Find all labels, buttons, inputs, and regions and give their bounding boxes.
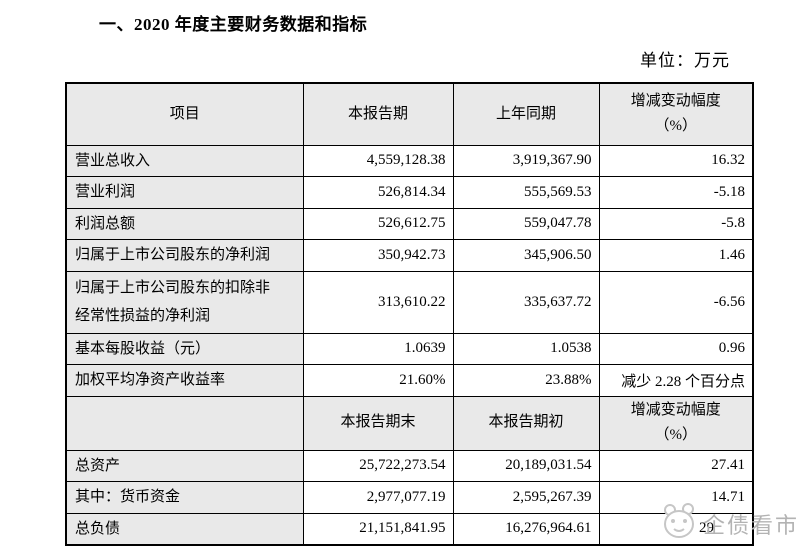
table-row: 基本每股收益（元） 1.0639 1.0538 0.96	[65, 332, 754, 365]
row-label: 营业总收入	[65, 144, 304, 177]
row-value-change: 0.96	[598, 332, 754, 365]
row-value-prior: 555,569.53	[452, 176, 600, 209]
row-value-change: 1.46	[598, 239, 754, 272]
row-value-prior: 16,276,964.61	[452, 512, 600, 546]
table-row: 营业利润 526,814.34 555,569.53 -5.18	[65, 176, 754, 209]
row-value-change: -5.18	[598, 176, 754, 209]
row-label: 加权平均净资产收益率	[65, 364, 304, 397]
table-row: 总负债 21,151,841.95 16,276,964.61 29	[65, 512, 754, 546]
table-row: 归属于上市公司股东的净利润 350,942.73 345,906.50 1.46	[65, 239, 754, 272]
row-value-change: 14.71	[598, 481, 754, 514]
row-label: 总资产	[65, 449, 304, 482]
row-value-change: -6.56	[598, 270, 754, 334]
table-row: 总资产 25,722,273.54 20,189,031.54 27.41	[65, 449, 754, 482]
row-label: 营业利润	[65, 176, 304, 209]
column-header-item: 项目	[65, 82, 304, 146]
row-value-prior: 20,189,031.54	[452, 449, 600, 482]
table-row: 利润总额 526,612.75 559,047.78 -5.8	[65, 207, 754, 240]
row-value-change: -5.8	[598, 207, 754, 240]
table-row: 加权平均净资产收益率 21.60% 23.88% 减少 2.28 个百分点	[65, 364, 754, 397]
row-value-prior: 345,906.50	[452, 239, 600, 272]
financial-indicators-table: 项目 本报告期 上年同期 增减变动幅度 （%） 营业总收入 4,559,128.…	[65, 82, 754, 546]
row-value-current: 526,612.75	[302, 207, 454, 240]
row-value-current: 526,814.34	[302, 176, 454, 209]
table-header-period: 项目 本报告期 上年同期 增减变动幅度 （%）	[65, 82, 754, 146]
column-header-prior-period: 上年同期	[452, 82, 600, 146]
row-value-change: 16.32	[598, 144, 754, 177]
watermark-logo-icon	[659, 500, 699, 547]
row-value-current: 1.0639	[302, 332, 454, 365]
page-title: 一、2020 年度主要财务数据和指标	[99, 15, 368, 34]
row-value-current: 21.60%	[302, 364, 454, 397]
row-value-current: 313,610.22	[302, 270, 454, 334]
row-label: 利润总额	[65, 207, 304, 240]
table-header-balance: 本报告期末 本报告期初 增减变动幅度 （%）	[65, 395, 754, 451]
table-row: 归属于上市公司股东的扣除非 经常性损益的净利润 313,610.22 335,6…	[65, 270, 754, 334]
row-value-change: 减少 2.28 个百分点	[598, 364, 754, 397]
column-header-item-empty	[65, 395, 304, 451]
column-header-period-end: 本报告期末	[302, 395, 454, 451]
table-row: 其中：货币资金 2,977,077.19 2,595,267.39 14.71	[65, 481, 754, 514]
row-label: 总负债	[65, 512, 304, 546]
row-label: 归属于上市公司股东的扣除非 经常性损益的净利润	[65, 270, 304, 334]
row-value-current: 25,722,273.54	[302, 449, 454, 482]
row-value-prior: 559,047.78	[452, 207, 600, 240]
watermark: 企债看市	[659, 500, 799, 547]
column-header-period-start: 本报告期初	[452, 395, 600, 451]
row-value-prior: 2,595,267.39	[452, 481, 600, 514]
column-header-current-period: 本报告期	[302, 82, 454, 146]
watermark-text: 企债看市	[703, 512, 800, 538]
column-header-change: 增减变动幅度 （%）	[598, 82, 754, 146]
row-value-prior: 335,637.72	[452, 270, 600, 334]
row-label: 其中：货币资金	[65, 481, 304, 514]
row-label: 归属于上市公司股东的净利润	[65, 239, 304, 272]
table-row: 营业总收入 4,559,128.38 3,919,367.90 16.32	[65, 144, 754, 177]
row-value-current: 4,559,128.38	[302, 144, 454, 177]
unit-label: 单位：万元	[640, 51, 730, 70]
row-value-change: 27.41	[598, 449, 754, 482]
row-value-current: 350,942.73	[302, 239, 454, 272]
row-label: 基本每股收益（元）	[65, 332, 304, 365]
row-value-current: 2,977,077.19	[302, 481, 454, 514]
row-value-prior: 23.88%	[452, 364, 600, 397]
row-value-current: 21,151,841.95	[302, 512, 454, 546]
row-value-prior: 3,919,367.90	[452, 144, 600, 177]
row-value-prior: 1.0538	[452, 332, 600, 365]
column-header-change: 增减变动幅度 （%）	[598, 395, 754, 451]
